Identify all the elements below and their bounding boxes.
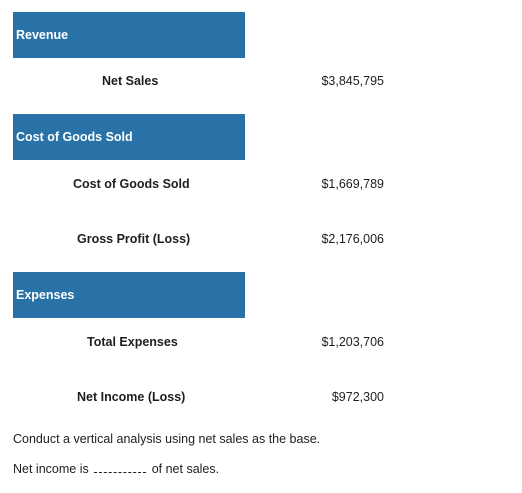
total-expenses-value: $1,203,706 <box>321 335 384 349</box>
prompt-after-text: of net sales. <box>151 462 220 476</box>
expenses-header-label: Expenses <box>16 288 75 302</box>
cogs-header-label: Cost of Goods Sold <box>16 130 133 144</box>
net-income-value: $972,300 <box>331 390 384 404</box>
cost-of-goods-sold-label: Cost of Goods Sold <box>73 177 190 191</box>
prompt-before-text: Net income is <box>13 462 89 476</box>
answer-blank[interactable] <box>94 462 147 473</box>
instruction-text: Conduct a vertical analysis using net sa… <box>13 432 321 446</box>
expenses-section-header: Expenses <box>13 272 245 318</box>
revenue-section-header: Revenue <box>13 12 245 58</box>
total-expenses-label: Total Expenses <box>87 335 178 349</box>
net-income-label: Net Income (Loss) <box>77 390 186 404</box>
net-sales-label: Net Sales <box>102 74 159 88</box>
gross-profit-label: Gross Profit (Loss) <box>77 232 191 246</box>
net-sales-value: $3,845,795 <box>321 74 384 88</box>
cost-of-goods-sold-value: $1,669,789 <box>321 177 384 191</box>
cogs-section-header: Cost of Goods Sold <box>13 114 245 160</box>
revenue-header-label: Revenue <box>16 28 69 42</box>
gross-profit-value: $2,176,006 <box>321 232 384 246</box>
question-prompt: Net income is of net sales. <box>13 462 219 476</box>
